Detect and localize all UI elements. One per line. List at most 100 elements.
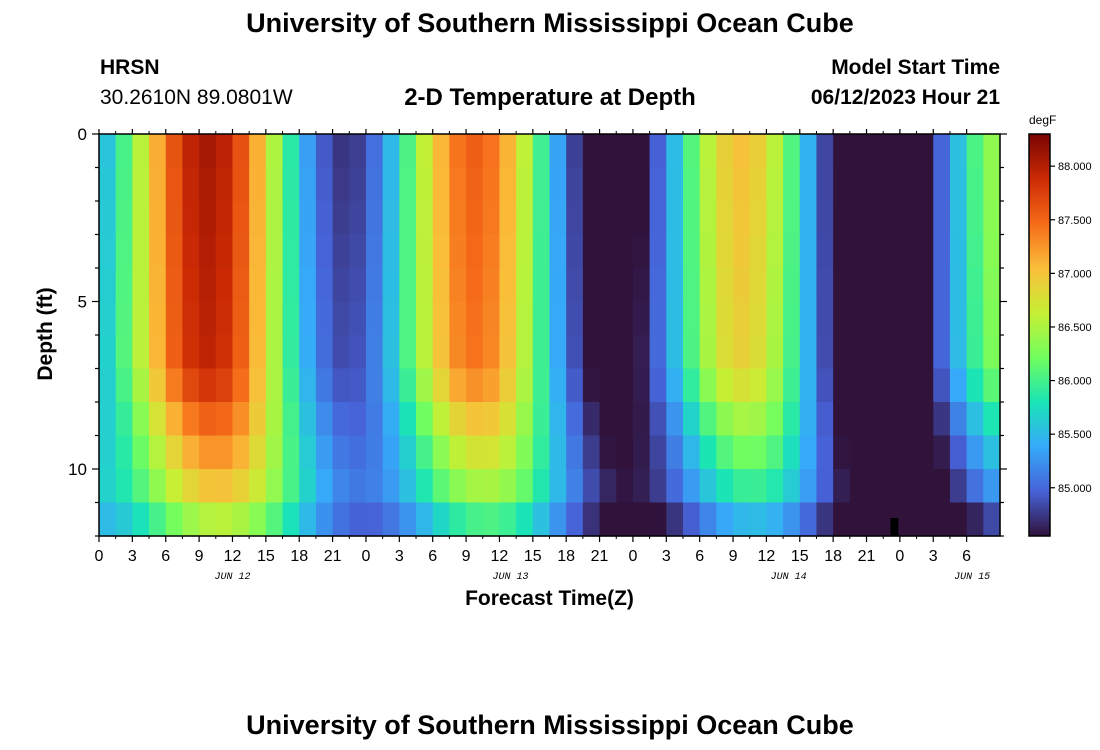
heatmap-cell [282, 234, 300, 269]
heatmap-cell [449, 335, 467, 370]
heatmap-cell [265, 502, 284, 537]
footer-title: University of Southern Mississippi Ocean… [246, 710, 854, 740]
heatmap-cell [365, 368, 384, 403]
heatmap-cell [816, 167, 834, 202]
heatmap-cell [599, 402, 617, 437]
heatmap-cell [466, 201, 484, 236]
heatmap-cell [416, 435, 434, 470]
heatmap-cell [949, 167, 968, 202]
heatmap-cell [916, 234, 934, 269]
heatmap-cell [916, 201, 934, 236]
heatmap-cell [949, 134, 968, 169]
heatmap-cell [783, 201, 801, 236]
heatmap-cell [499, 134, 517, 169]
heatmap-cell [949, 301, 968, 336]
heatmap-cell [966, 234, 984, 269]
heatmap-cell [899, 234, 918, 269]
heatmap-cell [716, 502, 734, 537]
heatmap-cell [466, 335, 484, 370]
heatmap-cell [299, 502, 317, 537]
heatmap-cell [749, 134, 768, 169]
heatmap-cell [582, 134, 601, 169]
heatmap-cell [983, 134, 1001, 169]
heatmap-cell [933, 134, 951, 169]
heatmap-cell [182, 301, 200, 336]
heatmap-cell [749, 502, 768, 537]
heatmap-cell [599, 234, 617, 269]
heatmap-cell [632, 201, 651, 236]
heatmap-cell [783, 268, 801, 303]
heatmap-cell [199, 134, 217, 169]
heatmap-cell [682, 301, 701, 336]
heatmap-cell [399, 402, 417, 437]
heatmap-cell [332, 502, 350, 537]
heatmap-cell [265, 301, 284, 336]
x-tick-label: 12 [491, 548, 509, 565]
heatmap-cells [99, 134, 1001, 537]
heatmap-cell [799, 368, 818, 403]
colorbar-tick-label: 85.000 [1058, 483, 1092, 495]
heatmap-cell [416, 502, 434, 537]
heatmap-cell [716, 134, 734, 169]
heatmap-cell [315, 234, 334, 269]
heatmap-cell [215, 502, 234, 537]
x-axis-label: Forecast Time(Z) [465, 587, 634, 610]
heatmap-cell [449, 167, 467, 202]
heatmap-cell [399, 234, 417, 269]
heatmap-cell [899, 402, 918, 437]
heatmap-cell [215, 469, 234, 504]
heatmap-cell [432, 502, 450, 537]
heatmap-cell [132, 502, 150, 537]
heatmap-cell [432, 268, 450, 303]
heatmap-cell [182, 335, 200, 370]
heatmap-cell [699, 368, 717, 403]
x-tick-label: 6 [428, 548, 437, 565]
heatmap-cell [349, 435, 367, 470]
heatmap-cell [516, 301, 534, 336]
heatmap-cell [733, 201, 751, 236]
heatmap-cell [799, 268, 818, 303]
heatmap-cell [349, 335, 367, 370]
heatmap-cell [899, 469, 918, 504]
x-tick-label: 3 [929, 548, 938, 565]
heatmap-cell [883, 335, 901, 370]
heatmap-cell [916, 134, 934, 169]
heatmap-cell [165, 435, 184, 470]
heatmap-cell [332, 134, 350, 169]
heatmap-cell [866, 201, 884, 236]
heatmap-cell [966, 167, 984, 202]
heatmap-cell [499, 469, 517, 504]
heatmap-cell [766, 402, 784, 437]
heatmap-cell [532, 435, 551, 470]
heatmap-cell [532, 134, 551, 169]
heatmap-cell [365, 469, 384, 504]
heatmap-cell [566, 335, 584, 370]
heatmap-cell [582, 268, 601, 303]
heatmap-cell [949, 234, 968, 269]
heatmap-cell [449, 234, 467, 269]
heatmap-cell [549, 301, 567, 336]
heatmap-cell [349, 201, 367, 236]
heatmap-cell [449, 201, 467, 236]
heatmap-cell [199, 502, 217, 537]
heatmap-cell [315, 502, 334, 537]
heatmap-cell [265, 268, 284, 303]
heatmap-cell [682, 469, 701, 504]
heatmap-cell [365, 134, 384, 169]
heatmap-cell [299, 134, 317, 169]
heatmap-cell [165, 469, 184, 504]
heatmap-cell [282, 167, 300, 202]
heatmap-cell [516, 167, 534, 202]
heatmap-cell [165, 268, 184, 303]
heatmap-cell [866, 268, 884, 303]
heatmap-cell [432, 335, 450, 370]
heatmap-cell [482, 167, 501, 202]
heatmap-cell [833, 201, 851, 236]
y-axis: 0 5 10 [68, 125, 1007, 537]
heatmap-cell [883, 402, 901, 437]
heatmap-cell [432, 301, 450, 336]
heatmap-cell [666, 335, 684, 370]
heatmap-cell [382, 134, 400, 169]
heatmap-cell [799, 502, 818, 537]
heatmap-cell [482, 234, 501, 269]
